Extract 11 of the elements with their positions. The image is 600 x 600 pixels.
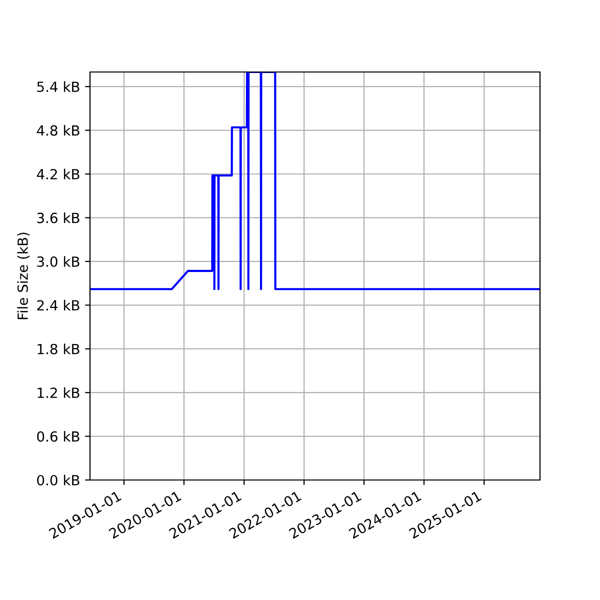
y-tick-label: 3.6 kB (37, 212, 80, 224)
y-tick-label: 0.0 kB (37, 474, 80, 486)
y-tick-label: 1.8 kB (38, 344, 80, 354)
y-tick-label: 0.6 kB (37, 431, 80, 442)
y-axis-title: File Size (kB) (17, 232, 30, 320)
y-tick-label: 3.0 kB (37, 256, 80, 267)
y-tick-label: 4.2 kB (36, 168, 80, 180)
y-tick-label: 5.4 kB (37, 81, 80, 92)
y-tick-label: 2.4 kB (37, 300, 80, 310)
y-tick-label: 1.2 kB (38, 387, 80, 398)
y-tick-label: 4.8 kB (36, 125, 80, 136)
